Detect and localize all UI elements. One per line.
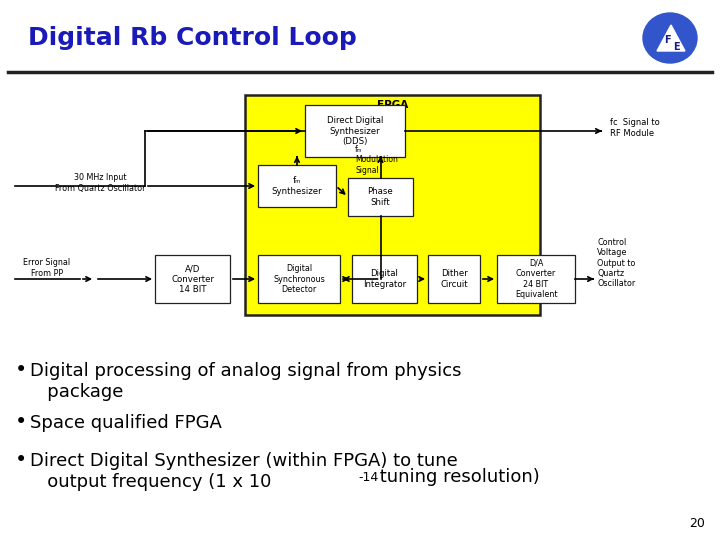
Text: E: E (672, 42, 679, 52)
Text: 30 MHz Input
From Quartz Oscillator: 30 MHz Input From Quartz Oscillator (55, 173, 145, 193)
Text: 20: 20 (689, 517, 705, 530)
Text: fᴄ  Signal to
RF Module: fᴄ Signal to RF Module (610, 118, 660, 138)
Text: Digital
Synchronous
Detector: Digital Synchronous Detector (273, 264, 325, 294)
FancyBboxPatch shape (497, 255, 575, 303)
Text: Space qualified FPGA: Space qualified FPGA (30, 414, 222, 432)
FancyBboxPatch shape (245, 95, 540, 315)
Ellipse shape (643, 13, 697, 63)
Text: D/A
Converter
24 BIT
Equivalent: D/A Converter 24 BIT Equivalent (515, 259, 557, 299)
FancyBboxPatch shape (428, 255, 480, 303)
Text: Digital processing of analog signal from physics
   package: Digital processing of analog signal from… (30, 362, 462, 401)
Text: Digital
Integrator: Digital Integrator (363, 269, 406, 289)
FancyBboxPatch shape (305, 105, 405, 157)
FancyBboxPatch shape (155, 255, 230, 303)
Text: Phase
Shift: Phase Shift (368, 187, 393, 207)
Text: FPGA: FPGA (377, 100, 408, 110)
Text: fₘ
Modulation
Signal: fₘ Modulation Signal (355, 145, 398, 175)
Text: A/D
Converter
14 BIT: A/D Converter 14 BIT (171, 264, 214, 294)
Text: •: • (15, 450, 27, 470)
Text: Dither
Circuit: Dither Circuit (440, 269, 468, 289)
Text: fₘ
Synthesizer: fₘ Synthesizer (271, 176, 323, 195)
FancyBboxPatch shape (352, 255, 417, 303)
Polygon shape (657, 25, 685, 51)
Text: tuning resolution): tuning resolution) (374, 468, 540, 486)
Text: Digital Rb Control Loop: Digital Rb Control Loop (28, 26, 356, 50)
Text: Direct Digital Synthesizer (within FPGA) to tune
   output frequency (1 x 10: Direct Digital Synthesizer (within FPGA)… (30, 452, 458, 491)
Text: Direct Digital
Synthesizer
(DDS): Direct Digital Synthesizer (DDS) (327, 116, 383, 146)
Text: •: • (15, 412, 27, 432)
Text: -14: -14 (358, 471, 378, 484)
FancyBboxPatch shape (258, 165, 336, 207)
FancyBboxPatch shape (348, 178, 413, 216)
Text: F: F (664, 35, 670, 45)
Text: Error Signal
From PP: Error Signal From PP (24, 258, 71, 278)
Text: Control
Voltage
Output to
Quartz
Oscillator: Control Voltage Output to Quartz Oscilla… (597, 238, 635, 288)
Text: •: • (15, 360, 27, 380)
FancyBboxPatch shape (258, 255, 340, 303)
